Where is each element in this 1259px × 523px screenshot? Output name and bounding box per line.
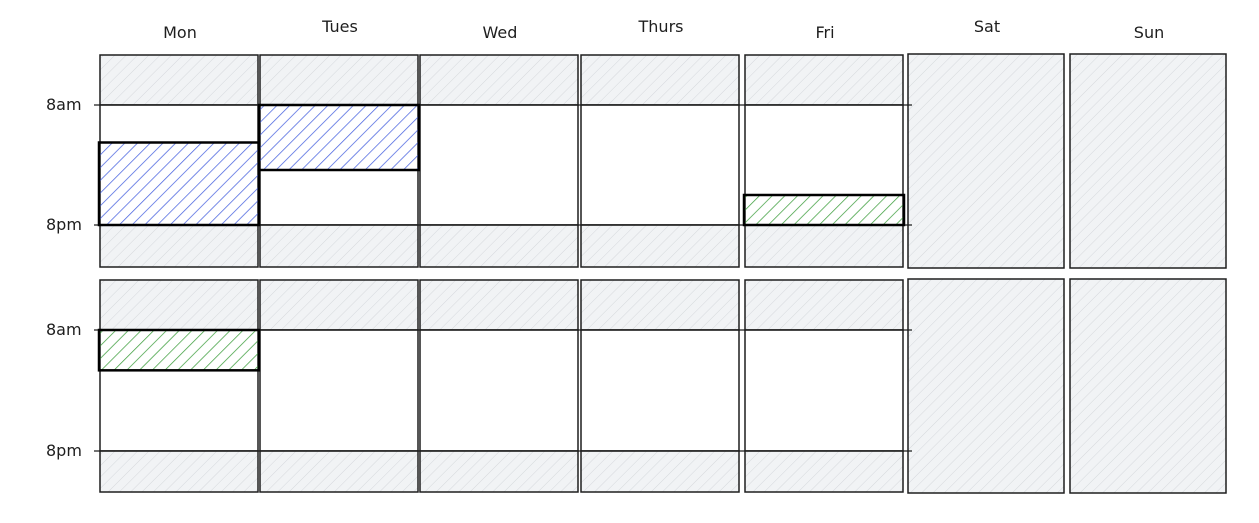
day-cell-week2-mon xyxy=(99,279,259,493)
morning-off-hours xyxy=(99,279,259,331)
day-cell-week1-thurs xyxy=(580,54,740,268)
day-cell-week2-wed xyxy=(419,279,579,493)
evening-off-hours xyxy=(580,450,740,493)
working-hours xyxy=(419,329,579,452)
evening-off-hours xyxy=(259,450,419,493)
day-cell-week1-fri xyxy=(744,54,904,268)
weekend-off-block xyxy=(1069,278,1227,494)
day-header-wed: Wed xyxy=(483,23,518,42)
working-hours xyxy=(744,329,904,452)
working-hours xyxy=(419,104,579,226)
day-cell-week2-tues xyxy=(259,279,419,493)
evening-off-hours xyxy=(99,450,259,493)
morning-off-hours xyxy=(99,54,259,106)
morning-off-hours xyxy=(580,54,740,106)
evening-off-hours xyxy=(580,224,740,268)
scheduled-block-blue[interactable] xyxy=(257,103,421,172)
day-header-fri: Fri xyxy=(815,23,834,42)
time-label-8pm: 8pm xyxy=(46,215,82,234)
morning-off-hours xyxy=(259,279,419,331)
weekend-off-block xyxy=(907,278,1065,494)
day-cell-week2-thurs xyxy=(580,279,740,493)
day-header-tues: Tues xyxy=(321,17,358,36)
working-hours xyxy=(580,329,740,452)
time-label-8am: 8am xyxy=(46,95,82,114)
day-cell-week2-fri xyxy=(744,279,904,493)
evening-off-hours xyxy=(259,224,419,268)
day-header-sun: Sun xyxy=(1134,23,1164,42)
day-cell-week1-sun xyxy=(1069,53,1227,269)
morning-off-hours xyxy=(259,54,419,106)
scheduled-block-green[interactable] xyxy=(742,193,906,227)
morning-off-hours xyxy=(744,54,904,106)
weekend-off-block xyxy=(907,53,1065,269)
morning-off-hours xyxy=(744,279,904,331)
day-cell-week2-sun xyxy=(1069,278,1227,494)
morning-off-hours xyxy=(419,54,579,106)
day-header-mon: Mon xyxy=(163,23,197,42)
day-header-sat: Sat xyxy=(974,17,1000,36)
day-cell-week1-wed xyxy=(419,54,579,268)
day-cell-week2-sat xyxy=(907,278,1065,494)
day-header-thurs: Thurs xyxy=(638,17,684,36)
evening-off-hours xyxy=(744,224,904,268)
time-label-8am: 8am xyxy=(46,320,82,339)
time-label-8pm: 8pm xyxy=(46,441,82,460)
evening-off-hours xyxy=(419,224,579,268)
day-cell-week1-sat xyxy=(907,53,1065,269)
working-hours xyxy=(580,104,740,226)
scheduled-block-green[interactable] xyxy=(97,328,261,372)
evening-off-hours xyxy=(744,450,904,493)
morning-off-hours xyxy=(419,279,579,331)
evening-off-hours xyxy=(419,450,579,493)
evening-off-hours xyxy=(99,224,259,268)
weekend-off-block xyxy=(1069,53,1227,269)
morning-off-hours xyxy=(580,279,740,331)
scheduled-block-blue[interactable] xyxy=(97,141,261,227)
working-hours xyxy=(259,329,419,452)
